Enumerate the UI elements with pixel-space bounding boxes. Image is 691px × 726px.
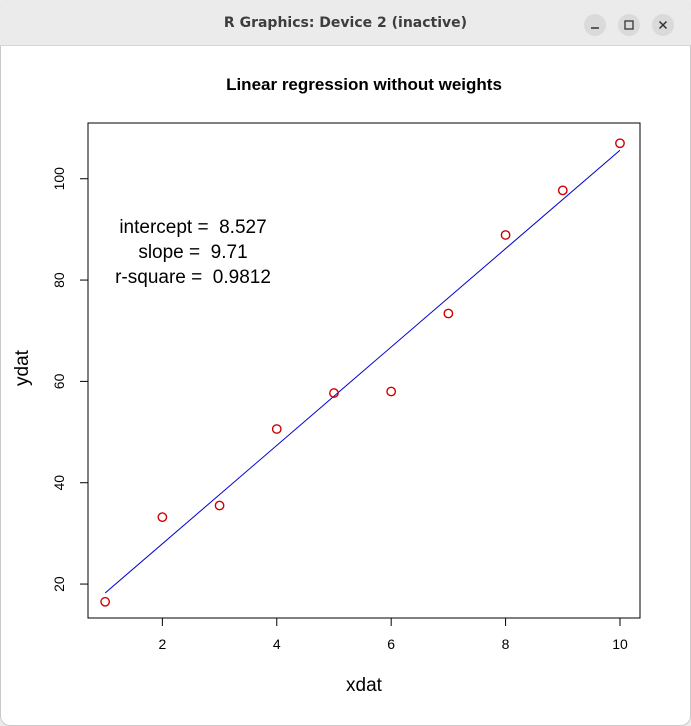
r-square-annotation: r-square = 0.9812 [115, 267, 271, 288]
close-icon [658, 20, 668, 30]
data-point-9 [557, 185, 568, 196]
data-point-7 [443, 308, 454, 319]
data-point-3 [214, 500, 225, 511]
data-point-5 [329, 388, 339, 398]
x-tick-label: 4 [273, 636, 281, 652]
minimize-button[interactable] [584, 14, 606, 36]
slope-annotation: slope = 9.71 [138, 242, 247, 263]
regression-line [104, 149, 621, 594]
scatter-chart: Linear regression without weights 2 4 6 8 10… [12, 75, 641, 696]
data-point-1 [100, 596, 111, 607]
y-tick-label: 40 [51, 475, 67, 491]
y-tick-label: 80 [51, 272, 67, 288]
y-tick-label: 60 [51, 373, 67, 389]
intercept-annotation: intercept = 8.527 [119, 217, 266, 238]
maximize-icon [624, 20, 634, 30]
title-bar[interactable]: R Graphics: Device 2 (inactive) [0, 0, 691, 46]
data-point-4 [271, 424, 282, 434]
x-tick-label: 8 [502, 636, 510, 652]
x-tick-label: 2 [158, 636, 166, 652]
chart-title: Linear regression without weights [226, 75, 502, 94]
x-axis-label: xdat [346, 675, 383, 696]
x-tick-label: 10 [612, 636, 628, 652]
data-point-10 [615, 138, 625, 149]
maximize-button[interactable] [618, 14, 640, 36]
minimize-icon [591, 27, 599, 29]
y-tick-label: 20 [51, 576, 67, 592]
data-point-8 [500, 230, 511, 240]
data-point-6 [386, 386, 397, 397]
close-button[interactable] [652, 14, 674, 36]
y-axis-label: ydat [12, 349, 33, 386]
data-point-2 [157, 512, 168, 523]
y-tick-label: 100 [51, 167, 67, 191]
plot-area: Linear regression without weights 2 4 6 8 10… [0, 46, 691, 726]
window-title: R Graphics: Device 2 (inactive) [223, 15, 468, 31]
x-tick-label: 6 [387, 636, 395, 652]
